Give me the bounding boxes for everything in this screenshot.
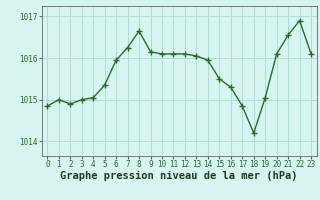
X-axis label: Graphe pression niveau de la mer (hPa): Graphe pression niveau de la mer (hPa) (60, 171, 298, 181)
